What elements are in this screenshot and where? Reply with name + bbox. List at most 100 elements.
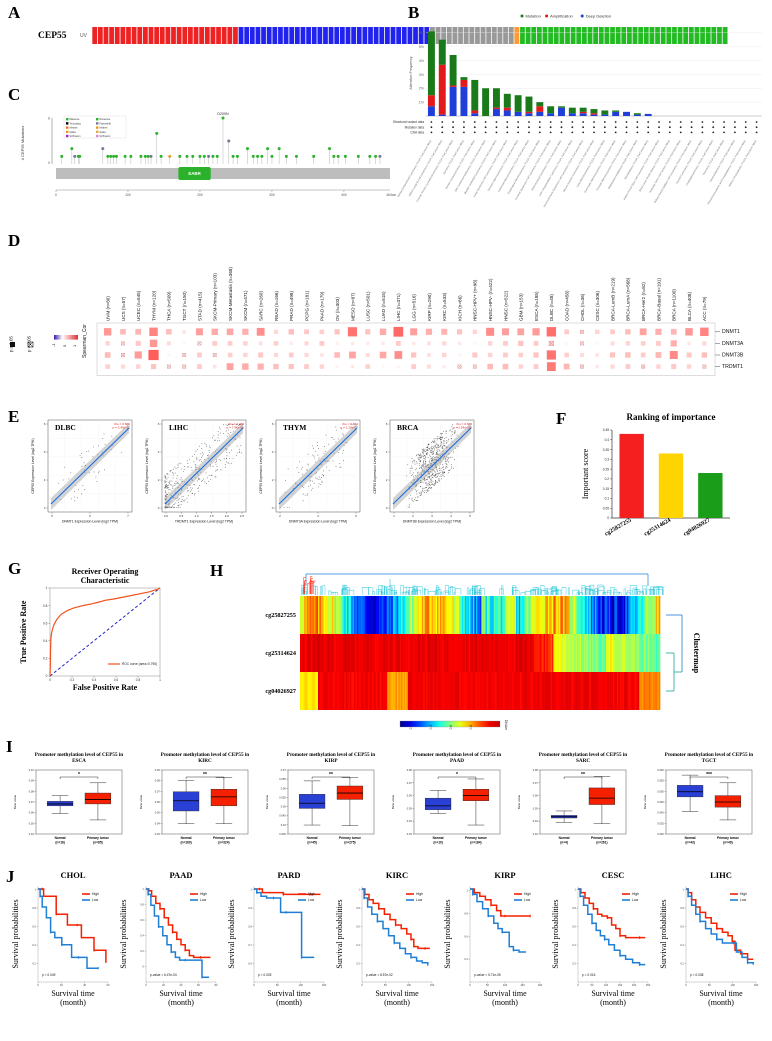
panel-e-data-point [438, 445, 439, 446]
panel-d-cell [365, 364, 371, 369]
panel-h-heatmap-cell [499, 596, 502, 634]
panel-a-sample-bar [345, 27, 351, 44]
panel-b-legend-label: Deep Deletion [586, 13, 611, 18]
panel-b-data-dot [571, 126, 574, 129]
panel-h-heatmap-cell [334, 596, 337, 634]
panel-a-sample-bar [548, 27, 553, 44]
panel-i-ytick: 0.08 [407, 768, 413, 772]
panel-j-ytick: 0.6 [32, 925, 36, 929]
panel-i-ytick: 0.03 [407, 832, 413, 836]
panel-g-xtick: 0.6 [114, 678, 119, 682]
panel-h-heatmap-cell [337, 596, 340, 634]
panel-j-title: CHOL [60, 870, 85, 880]
panel-h-heatmap-cell [370, 634, 373, 672]
panel-e-data-point [407, 506, 409, 508]
panel-h-heatmap-cell [333, 596, 335, 634]
panel-b-data-dot [517, 121, 520, 123]
panel-c-mutation-marker [73, 154, 77, 158]
panel-b-data-dot [484, 121, 487, 123]
panel-e-data-point [236, 445, 238, 447]
panel-a-sample-bar [531, 27, 537, 44]
panel-h-heatmap-cell [588, 672, 590, 710]
panel-e-data-point [451, 426, 453, 428]
panel-e-data-point [313, 447, 314, 449]
panel-i-ytick: 0.07 [281, 768, 287, 772]
panel-c-legend-swatch [96, 118, 99, 121]
panel-e-data-point [190, 467, 192, 468]
panel-i-ytick: 0.03 [533, 832, 539, 836]
panel-e-data-point [308, 464, 309, 466]
panel-e-data-point [433, 450, 434, 452]
panel-c-legend-label: Inframe [99, 127, 108, 130]
panel-d-cell [273, 352, 279, 358]
panel-e-data-point [205, 483, 207, 484]
panel-e-data-point [416, 455, 418, 457]
panel-d-cell [226, 363, 234, 370]
panel-h-heatmap-cell [628, 672, 630, 710]
panel-h-heatmap-cell [464, 596, 467, 634]
panel-h-heatmap-cell [316, 634, 319, 672]
panel-h-heatmap-cell [626, 596, 629, 634]
panel-e-data-point [421, 467, 423, 469]
panel-h-heatmap-cell [574, 672, 576, 710]
panel-h-heatmap-cell [486, 634, 489, 672]
panel-e-data-point [218, 439, 220, 441]
panel-h-heatmap-cell [486, 672, 489, 710]
panel-i-title-line2: KIRC [198, 758, 212, 764]
panel-b-bar-segment [536, 111, 544, 116]
panel-e-data-point [443, 466, 444, 468]
panel-e-data-point [431, 448, 433, 449]
panel-j-xlabel-line2: (month) [492, 998, 518, 1007]
panel-e-data-point [328, 443, 330, 445]
panel-d-cell [350, 341, 355, 346]
panel-h-heatmap-cell [485, 672, 488, 710]
panel-h-heatmap-cell [460, 596, 463, 634]
panel-h-heatmap-cell [435, 596, 438, 634]
panel-h-heatmap-cell [399, 596, 402, 634]
panel-e-data-point [71, 498, 73, 500]
panel-h-heatmap-cell [597, 596, 600, 634]
panel-e-data-point [431, 450, 433, 452]
panel-a-sample-bar [390, 27, 396, 44]
panel-j-ytick: 0.8 [464, 911, 468, 915]
panel-b-bar-segment [460, 79, 468, 87]
panel-d-column-label: LGG (n=516) [411, 294, 416, 321]
panel-e-data-point [424, 470, 426, 472]
panel-b-ylabel: Alteration Frequency [409, 56, 413, 89]
panel-d-cell [334, 329, 340, 335]
panel-e-data-point [196, 480, 198, 482]
panel-e-data-point [175, 497, 176, 499]
panel-e-data-point [431, 449, 433, 451]
panel-e-data-point [416, 489, 418, 491]
panel-d-column-label: READ (n=166) [274, 291, 279, 321]
panel-d-cell [671, 364, 677, 370]
panel-h-heatmap-cell [344, 634, 347, 672]
panel-h-heatmap-cell [300, 596, 302, 634]
panel-e-data-point [420, 472, 422, 474]
panel-e-data-point [292, 488, 294, 490]
panel-d-letter: D [8, 231, 21, 250]
panel-e-data-point [439, 444, 441, 446]
panel-b-bar-segment [438, 64, 446, 115]
panel-e-data-point [423, 465, 425, 467]
panel-j-xtick: 150 [322, 983, 327, 987]
panel-h-heatmap-cell [414, 596, 417, 634]
panel-h-heatmap-cell [315, 596, 317, 634]
panel-d-cell [518, 364, 523, 369]
panel-h-heatmap-cell [481, 672, 484, 710]
panel-h-heatmap-cell [365, 596, 367, 634]
panel-h-heatmap-cell [354, 634, 356, 672]
panel-e-data-point [312, 487, 314, 489]
panel-i-group-n: (n=4) [560, 840, 568, 844]
panel-e-data-point [433, 441, 435, 443]
panel-e-trend-line [164, 427, 244, 505]
panel-j-xtick: 50 [708, 983, 711, 987]
panel-h-heatmap-cell [347, 596, 349, 634]
panel-e-data-point [421, 456, 423, 458]
panel-f-category-label: cg25314624 [643, 518, 672, 538]
panel-h-heatmap-cell [509, 634, 511, 672]
panel-h-heatmap-cell [628, 634, 630, 672]
panel-c-mutation-marker [245, 147, 249, 151]
panel-j-ytick: 0.4 [572, 943, 576, 947]
panel-d-column-label: THYM (n=120) [151, 290, 156, 321]
